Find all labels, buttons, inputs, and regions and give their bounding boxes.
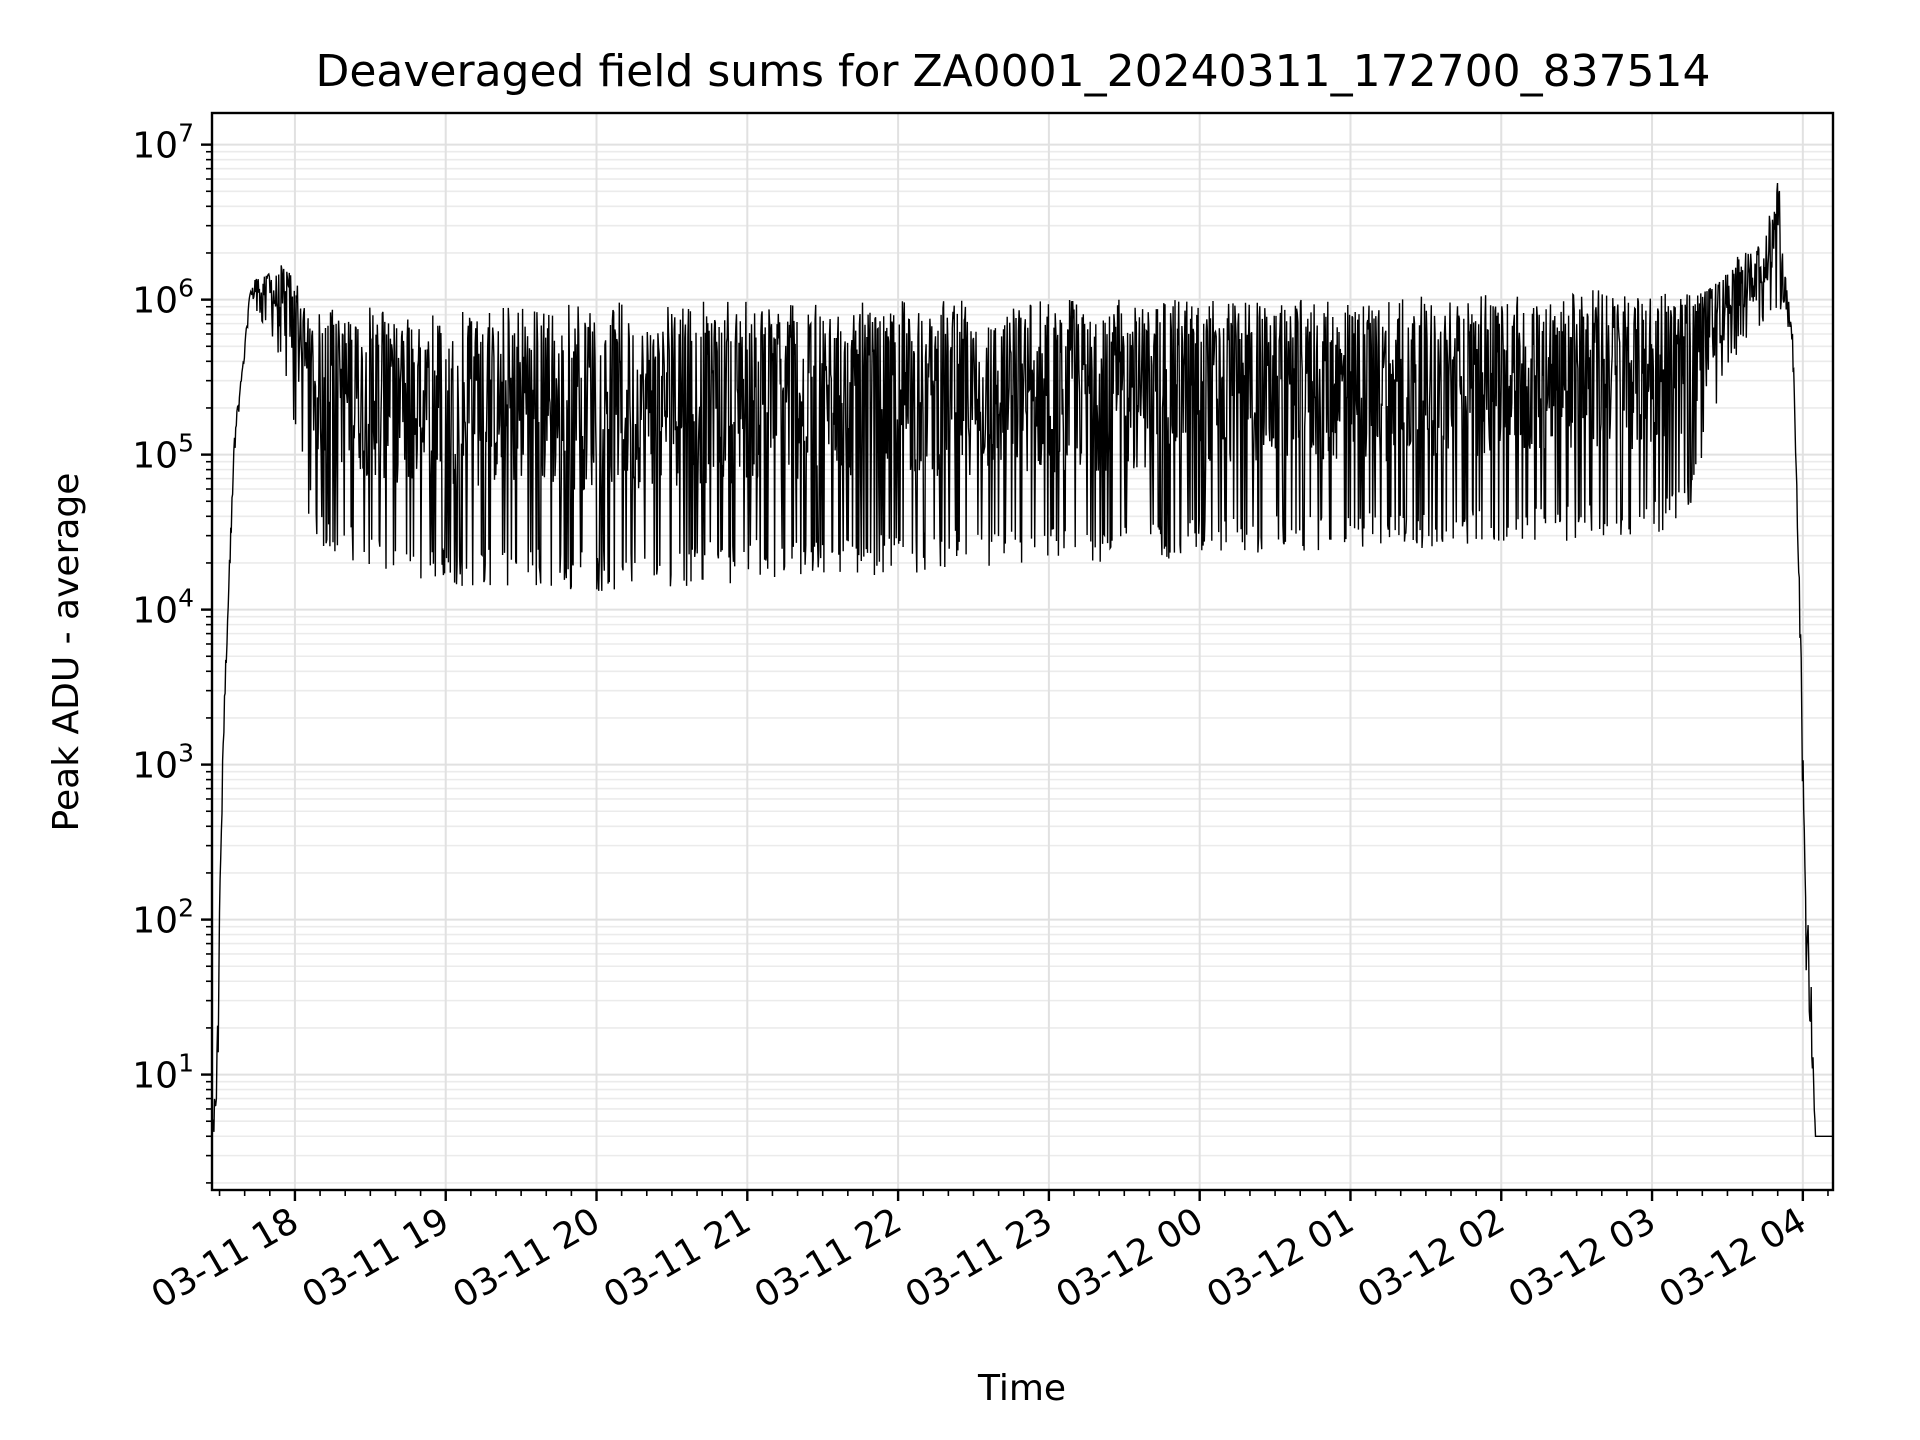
series-line xyxy=(211,182,1833,1137)
plot-area xyxy=(211,182,1833,1137)
y-tick-label: 101 xyxy=(132,1049,194,1097)
y-tick-label: 106 xyxy=(132,274,194,322)
chart-title: Deaveraged field sums for ZA0001_2024031… xyxy=(315,46,1710,97)
y-tick-label: 103 xyxy=(132,739,194,787)
y-axis-label: Peak ADU - average xyxy=(46,473,87,832)
y-axis: 101 102 103 104 105 106 107 xyxy=(132,119,212,1184)
y-tick-label: 107 xyxy=(132,119,194,167)
y-tick-label: 105 xyxy=(132,429,194,477)
x-axis-label: Time xyxy=(977,1368,1066,1409)
grid xyxy=(212,113,1833,1190)
y-tick-label: 104 xyxy=(132,584,194,632)
y-tick-label: 102 xyxy=(132,894,194,942)
plot-frame xyxy=(210,111,1835,1192)
